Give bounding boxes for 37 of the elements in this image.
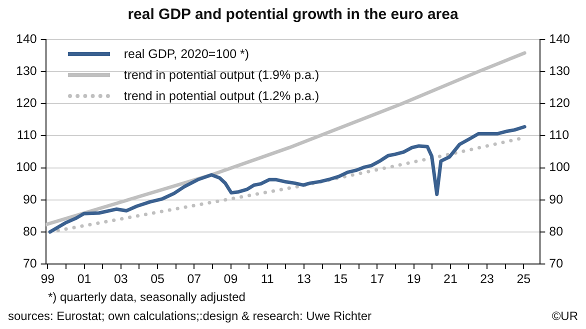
x-tick-label: 25 xyxy=(516,272,531,286)
y2-tick-label: 80 xyxy=(549,224,564,238)
x-tick-label: 13 xyxy=(297,272,311,286)
x-tick-label: 17 xyxy=(370,272,384,286)
legend-label: trend in potential output (1.9% p.a.) xyxy=(124,68,320,82)
x-tick-label: 11 xyxy=(260,272,274,286)
x-tick-label: 21 xyxy=(443,272,458,286)
y2-tick-label: 100 xyxy=(549,160,570,174)
source-note: sources: Eurostat; own calculations;:design & research: Uwe Richter xyxy=(8,309,372,323)
y-tick-label: 140 xyxy=(16,32,37,46)
legend-label: trend in potential output (1.2% p.a.) xyxy=(124,89,320,103)
x-tick-label: 03 xyxy=(114,272,128,286)
chart-title: real GDP and potential growth in the euro area xyxy=(126,6,460,23)
y-tick-label: 130 xyxy=(16,64,37,78)
x-tick-label: 19 xyxy=(406,272,421,286)
text: *) quarterly data, seasonally adjusted xyxy=(48,290,246,304)
y2-tick-label: 70 xyxy=(549,256,564,270)
x-tick-label: 07 xyxy=(187,272,202,286)
x-tick-label: 23 xyxy=(480,272,494,286)
y-tick-label: 90 xyxy=(22,192,37,206)
text: ©UR xyxy=(552,309,578,323)
y-tick-label: 120 xyxy=(16,96,37,110)
y-tick-label: 110 xyxy=(16,128,37,142)
x-tick-label: 01 xyxy=(77,272,92,286)
x-tick-label: 05 xyxy=(150,272,165,286)
y-tick-label: 70 xyxy=(22,256,37,270)
y2-tick-label: 110 xyxy=(549,128,570,142)
x-tick-label: 09 xyxy=(224,272,238,286)
y2-tick-label: 130 xyxy=(549,64,570,78)
y2-tick-label: 140 xyxy=(549,32,570,46)
x-tick-label: 15 xyxy=(334,272,348,286)
legend-label: real GDP, 2020=100 *) xyxy=(124,47,250,61)
x-tick-label: 99 xyxy=(40,272,55,286)
y-tick-label: 100 xyxy=(16,160,37,174)
y2-tick-label: 120 xyxy=(549,96,570,110)
y-tick-label: 80 xyxy=(22,224,37,238)
y2-tick-label: 90 xyxy=(549,192,564,206)
